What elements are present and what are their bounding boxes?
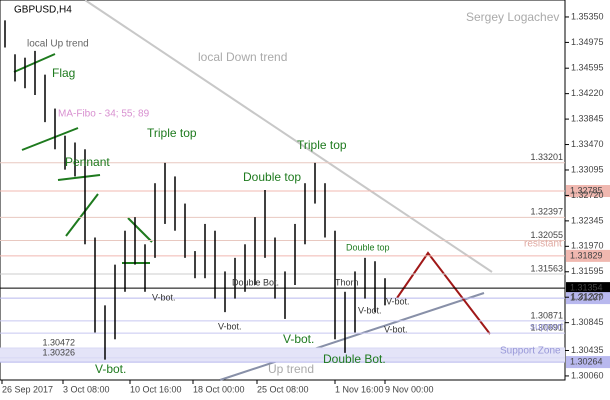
annotation: Up trend bbox=[268, 362, 314, 376]
level-label: 1.31563 bbox=[530, 263, 563, 273]
price-axis: 1.35350 1.34975 1.34595 1.34220 1.33845 1.334… bbox=[565, 11, 604, 380]
annotation: MA-Fibo - 34; 55; 89 bbox=[58, 109, 150, 120]
y-tick-label: 1.30845 bbox=[571, 317, 604, 327]
annotation: V-bot. bbox=[218, 321, 242, 331]
annotation: V-bot. bbox=[95, 362, 126, 376]
pennant-line bbox=[57, 174, 101, 181]
zone-label: support bbox=[530, 322, 564, 333]
y-tick-label: 1.33470 bbox=[571, 139, 604, 149]
level-box bbox=[566, 185, 610, 198]
annotation: Double top bbox=[346, 242, 390, 252]
author: Sergey Logachev bbox=[466, 10, 559, 24]
x-tick-label: 10 Oct 16:00 bbox=[130, 384, 182, 394]
annotation: V-bot. bbox=[384, 324, 408, 334]
pennant-line bbox=[65, 193, 99, 237]
y-tick-label: 1.30060 bbox=[571, 370, 604, 380]
level-box bbox=[566, 292, 610, 305]
level-label: 1.31829 bbox=[570, 250, 603, 260]
annotation: local Down trend bbox=[198, 50, 287, 64]
level-label: 1.30326 bbox=[42, 347, 75, 357]
flag-line bbox=[21, 127, 79, 151]
zone-label: resistant bbox=[524, 239, 562, 250]
y-tick-label: 1.34595 bbox=[571, 63, 604, 73]
annotations: GBPUSD,H4 Sergey Logachev local Up trend… bbox=[14, 5, 564, 377]
y-tick-label: 1.31220 bbox=[571, 292, 604, 302]
annotation: Pennant bbox=[65, 155, 110, 169]
level-label: 1.31207 bbox=[570, 292, 603, 302]
annotation: Double Bot. bbox=[232, 277, 279, 287]
x-tick-label: 18 Oct 00:00 bbox=[193, 384, 245, 394]
level-label: 1.30472 bbox=[42, 337, 75, 347]
annotation: Triple top bbox=[147, 126, 197, 140]
annotation: Double top bbox=[243, 170, 301, 184]
bars bbox=[4, 20, 386, 360]
support-zone bbox=[0, 347, 565, 363]
plot-frame bbox=[0, 0, 566, 381]
level-box bbox=[566, 282, 610, 295]
level-box bbox=[566, 356, 610, 369]
time-axis: 26 Sep 2017 3 Oct 08:00 10 Oct 16:00 18 Oct… bbox=[1, 380, 434, 394]
annotation: Double Bot. bbox=[323, 352, 386, 366]
y-tick-label: 1.34975 bbox=[571, 37, 604, 47]
x-tick-label: 1 Nov 16:00 bbox=[335, 384, 384, 394]
annotation: Thorn bbox=[335, 277, 359, 287]
annotation: Flag bbox=[52, 66, 75, 80]
x-tick-label: 25 Oct 08:00 bbox=[257, 384, 309, 394]
zone-label: Support Zone bbox=[500, 346, 561, 357]
annotation: V-bot. bbox=[283, 332, 314, 346]
x-tick-label: 26 Sep 2017 bbox=[2, 384, 53, 394]
annotation: Triple top bbox=[297, 138, 347, 152]
down-trendline bbox=[84, 0, 493, 273]
symbol: GBPUSD,H4 bbox=[14, 5, 72, 16]
x-tick-label: 3 Oct 08:00 bbox=[63, 384, 110, 394]
y-tick-label: 1.35350 bbox=[571, 11, 604, 21]
level-label: 1.30691 bbox=[530, 322, 563, 332]
levels: 1.33201 1.32785 1.32397 1.32055 1.31829 1.315… bbox=[0, 152, 610, 369]
x-tick-label: 9 Nov 00:00 bbox=[385, 384, 434, 394]
level-label: 1.33201 bbox=[530, 152, 563, 162]
level-label: 1.31354 bbox=[570, 282, 603, 292]
y-tick-label: 1.31595 bbox=[571, 266, 604, 276]
y-tick-label: 1.34220 bbox=[571, 88, 604, 98]
y-tick-label: 1.32720 bbox=[571, 190, 604, 200]
y-tick-label: 1.33845 bbox=[571, 113, 604, 123]
v-line bbox=[127, 217, 153, 243]
level-label: 1.32785 bbox=[570, 185, 603, 195]
annotation: V-bot. bbox=[358, 305, 382, 315]
annotation: local Up trend bbox=[27, 39, 89, 50]
y-tick-label: 1.32345 bbox=[571, 215, 604, 225]
y-tick-label: 1.30435 bbox=[571, 345, 604, 355]
up-trendline bbox=[219, 292, 485, 381]
annotation: V-bot. bbox=[386, 296, 410, 306]
level-label: 1.32055 bbox=[530, 230, 563, 240]
level-label: 1.30871 bbox=[530, 310, 563, 320]
level-label: 1.32397 bbox=[530, 207, 563, 217]
y-tick-label: 1.33095 bbox=[571, 164, 604, 174]
level-box bbox=[566, 249, 610, 262]
level-label: 1.30264 bbox=[570, 356, 603, 366]
y-tick-label: 1.31970 bbox=[571, 241, 604, 251]
forecast-arrow bbox=[396, 251, 491, 335]
annotation: V-bot. bbox=[152, 292, 176, 302]
